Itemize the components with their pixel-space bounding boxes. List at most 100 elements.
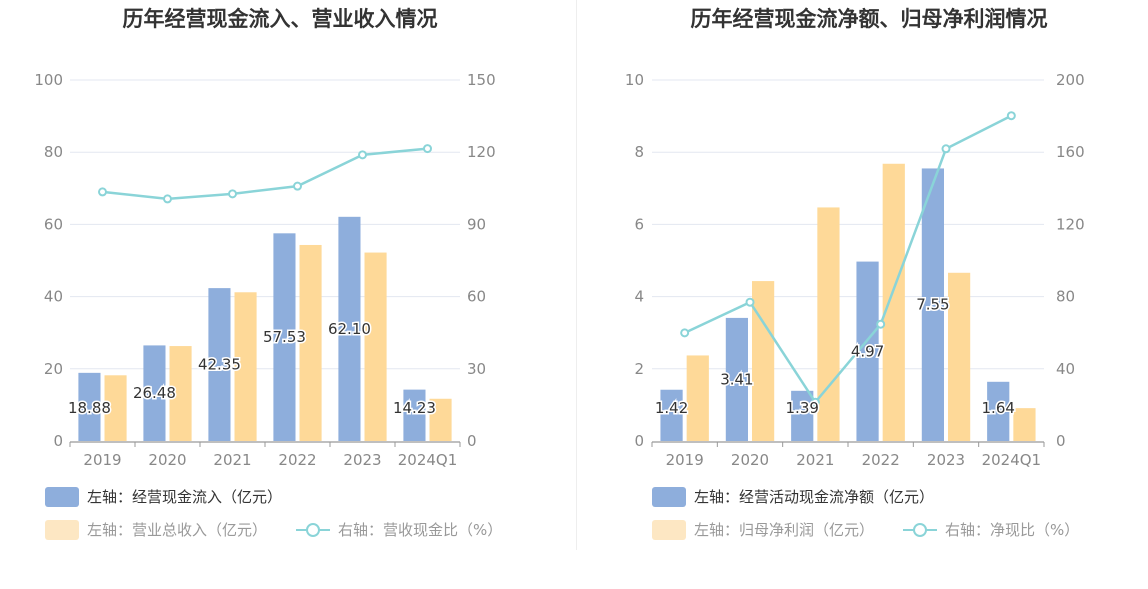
bar-primary [725,317,748,441]
legend-label-secondary: 左轴：归母净利润（亿元） [694,521,874,539]
left-axis-tick-label: 80 [44,143,63,161]
right-axis-tick-label: 90 [467,215,486,233]
left-axis-tick-label: 100 [34,71,63,89]
chart-title: 历年经营现金流入、营业收入情况 [123,7,438,31]
legend-label-primary: 左轴：经营现金流入（亿元） [87,488,282,506]
bar-secondary [364,252,387,441]
bar-data-label: 14.23 [393,399,436,417]
legend-label-line: 右轴：营收现金比（%） [338,521,502,539]
ratio-line-point [98,187,107,197]
bar-data-label: 42.35 [198,356,241,374]
ratio-line-point [810,397,820,407]
bar-secondary [169,346,192,441]
bar-data-label: 4.97 [851,342,884,360]
left-axis-tick-label: 20 [44,360,63,378]
bar-secondary [817,207,840,441]
bar-primary [78,372,101,441]
bar-primary [987,381,1010,441]
chart-left-panel: 历年经营现金流入、营业收入情况 0 0 20 30 40 60 60 90 80 120 100 150… [34,7,502,540]
panel-divider [576,0,577,550]
legend-label-secondary: 左轴：营业总收入（亿元） [87,521,267,539]
chart-title: 历年经营现金流净额、归母净利润情况 [691,7,1048,31]
bar-primary [208,288,231,441]
x-axis-category-label: 2022 [862,451,900,469]
legend-swatch-primary [652,487,686,507]
legend-swatch-line-marker [306,523,320,537]
bar-primary [791,390,814,441]
bar-secondary [429,398,452,441]
right-axis-tick-label: 150 [467,71,496,89]
left-axis-tick-label: 10 [625,71,644,89]
bar-data-label: 57.53 [263,328,306,346]
bar-primary [921,168,944,441]
chart-right-panel: 历年经营现金流净额、归母净利润情况 0 0 2 40 4 80 6 120 8 160 10 200 20… [625,7,1085,540]
ratio-line-point [745,297,755,307]
legend-swatch-primary [45,487,79,507]
bar-secondary [752,281,775,441]
ratio-line-point [358,150,367,160]
x-axis-category-label: 2020 [148,451,186,469]
x-axis-category-label: 2024Q1 [398,451,458,469]
bar-secondary [104,375,127,441]
bar-data-label: 1.39 [786,399,819,417]
ratio-line-point [941,144,951,154]
right-axis-tick-label: 60 [467,288,486,306]
right-axis-tick-label: 120 [1056,215,1085,233]
right-axis-tick-label: 40 [1056,360,1075,378]
legend-swatch-secondary [652,520,686,540]
right-axis-tick-label: 120 [467,143,496,161]
ratio-line-point [876,319,886,329]
x-axis-category-label: 2021 [213,451,251,469]
bar-secondary [299,244,322,441]
bar-data-label: 1.64 [982,399,1015,417]
legend-swatch-line-marker [913,523,927,537]
x-axis-category-label: 2020 [731,451,769,469]
legend-swatch-secondary [45,520,79,540]
left-axis-tick-label: 2 [634,360,644,378]
right-axis-tick-label: 160 [1056,143,1085,161]
x-axis-category-label: 2022 [278,451,316,469]
x-axis-category-label: 2023 [927,451,965,469]
bar-data-label: 3.41 [720,370,753,388]
bar-primary [338,216,361,441]
right-axis-tick-label: 30 [467,360,486,378]
bar-primary [143,345,166,441]
x-axis-category-label: 2023 [343,451,381,469]
left-axis-tick-label: 4 [634,288,644,306]
bar-data-label: 7.55 [916,296,949,314]
ratio-line [684,114,1012,405]
right-axis-tick-label: 0 [1056,432,1066,450]
bar-data-label: 18.88 [68,399,111,417]
bar-secondary [234,292,257,441]
ratio-line [102,147,428,201]
ratio-line-point [228,189,237,199]
bar-primary [403,389,426,441]
ratio-line-point [1006,111,1016,121]
right-axis-tick-label: 0 [467,432,477,450]
ratio-line-point [293,181,302,191]
bar-data-label: 62.10 [328,320,371,338]
bar-secondary [686,355,709,441]
bar-primary [660,389,683,441]
bar-primary [856,261,879,441]
x-axis-category-label: 2021 [796,451,834,469]
bar-data-label: 1.42 [655,399,688,417]
x-axis-category-label: 2024Q1 [982,451,1042,469]
x-axis-category-label: 2019 [83,451,121,469]
bar-primary [273,233,296,441]
left-axis-tick-label: 0 [53,432,63,450]
bar-secondary [1013,408,1036,441]
bar-data-label: 26.48 [133,384,176,402]
right-axis-tick-label: 200 [1056,71,1085,89]
ratio-line-point [680,328,690,338]
left-axis-tick-label: 60 [44,215,63,233]
bar-secondary [882,163,905,441]
ratio-line-point [423,144,432,154]
right-axis-tick-label: 80 [1056,288,1075,306]
ratio-line-point [163,194,172,204]
legend-label-primary: 左轴：经营活动现金流净额（亿元） [694,488,934,506]
left-axis-tick-label: 40 [44,288,63,306]
left-axis-tick-label: 8 [634,143,644,161]
x-axis-category-label: 2019 [666,451,704,469]
legend-label-line: 右轴：净现比（%） [945,521,1079,539]
